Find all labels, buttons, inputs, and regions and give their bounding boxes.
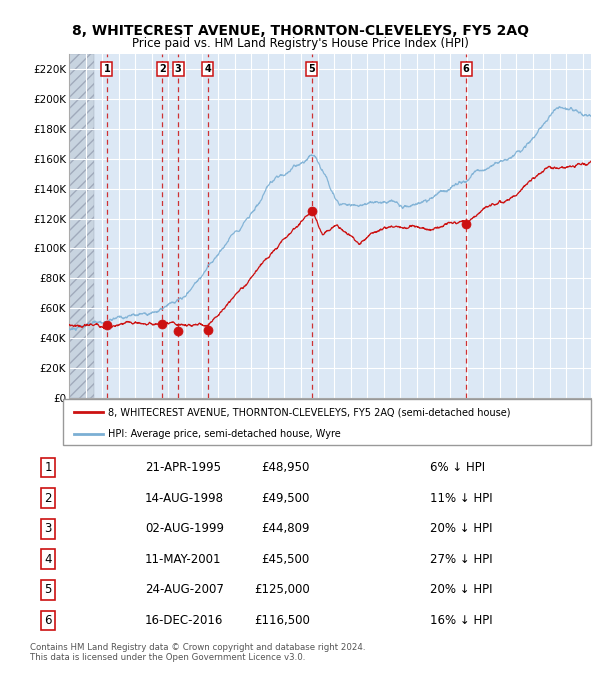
Text: 24-AUG-2007: 24-AUG-2007 — [145, 583, 224, 596]
Text: 21-APR-1995: 21-APR-1995 — [145, 461, 221, 474]
Text: 6% ↓ HPI: 6% ↓ HPI — [430, 461, 485, 474]
Text: Price paid vs. HM Land Registry's House Price Index (HPI): Price paid vs. HM Land Registry's House … — [131, 37, 469, 50]
Text: £48,950: £48,950 — [262, 461, 310, 474]
Text: £49,500: £49,500 — [262, 492, 310, 505]
Text: This data is licensed under the Open Government Licence v3.0.: This data is licensed under the Open Gov… — [30, 653, 305, 662]
Text: 16% ↓ HPI: 16% ↓ HPI — [430, 614, 493, 627]
Text: 2: 2 — [159, 65, 166, 74]
Text: 16-DEC-2016: 16-DEC-2016 — [145, 614, 223, 627]
Text: 11% ↓ HPI: 11% ↓ HPI — [430, 492, 493, 505]
Text: 20% ↓ HPI: 20% ↓ HPI — [430, 583, 493, 596]
Text: 5: 5 — [308, 65, 315, 74]
Text: 1: 1 — [104, 65, 110, 74]
Text: 14-AUG-1998: 14-AUG-1998 — [145, 492, 224, 505]
Text: 20% ↓ HPI: 20% ↓ HPI — [430, 522, 493, 535]
Text: 4: 4 — [204, 65, 211, 74]
Text: 3: 3 — [44, 522, 52, 535]
Text: HPI: Average price, semi-detached house, Wyre: HPI: Average price, semi-detached house,… — [108, 429, 341, 439]
Text: 11-MAY-2001: 11-MAY-2001 — [145, 553, 221, 566]
Text: 3: 3 — [175, 65, 182, 74]
Text: 02-AUG-1999: 02-AUG-1999 — [145, 522, 224, 535]
Bar — [69, 54, 94, 398]
Text: 6: 6 — [44, 614, 52, 627]
Text: £45,500: £45,500 — [262, 553, 310, 566]
Text: £44,809: £44,809 — [262, 522, 310, 535]
Text: 27% ↓ HPI: 27% ↓ HPI — [430, 553, 493, 566]
Text: £125,000: £125,000 — [254, 583, 310, 596]
Bar — [69, 54, 94, 398]
Text: 2: 2 — [44, 492, 52, 505]
Text: 6: 6 — [463, 65, 469, 74]
Text: 5: 5 — [44, 583, 52, 596]
Text: 1: 1 — [44, 461, 52, 474]
Text: 8, WHITECREST AVENUE, THORNTON-CLEVELEYS, FY5 2AQ (semi-detached house): 8, WHITECREST AVENUE, THORNTON-CLEVELEYS… — [108, 407, 511, 417]
Text: 4: 4 — [44, 553, 52, 566]
Text: Contains HM Land Registry data © Crown copyright and database right 2024.: Contains HM Land Registry data © Crown c… — [30, 643, 365, 651]
Text: £116,500: £116,500 — [254, 614, 310, 627]
Text: 8, WHITECREST AVENUE, THORNTON-CLEVELEYS, FY5 2AQ: 8, WHITECREST AVENUE, THORNTON-CLEVELEYS… — [71, 24, 529, 38]
